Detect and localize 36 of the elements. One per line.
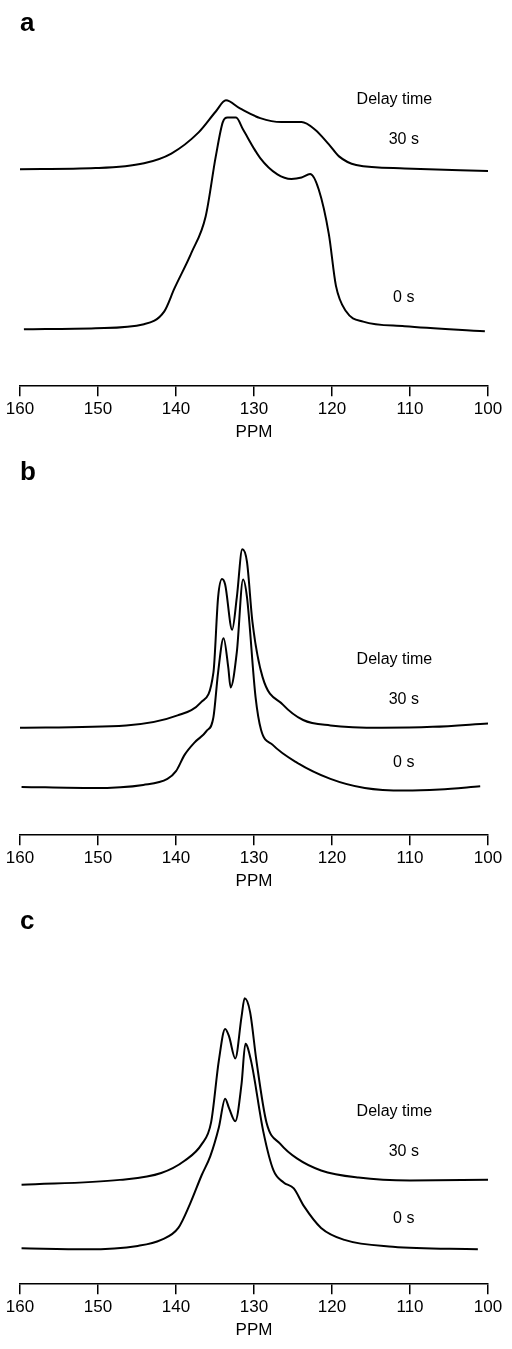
series-label: 30 s — [388, 689, 419, 707]
series-label: 30 s — [388, 1142, 419, 1160]
chart-title: a — [20, 6, 35, 37]
series-label: 0 s — [393, 752, 415, 770]
x-tick-label: 160 — [5, 848, 35, 868]
x-tick-label: 120 — [317, 399, 347, 419]
x-axis-title: PPM — [235, 422, 273, 442]
annotation: Delay time — [356, 90, 433, 108]
x-tick-label: 130 — [239, 1297, 269, 1317]
x-axis-title: PPM — [235, 871, 273, 891]
series-label: 30 s — [388, 130, 419, 148]
x-tick-label: 120 — [317, 1297, 347, 1317]
annotation: Delay time — [356, 1102, 433, 1120]
x-tick-label: 140 — [161, 399, 191, 419]
x-tick-label: 150 — [83, 848, 113, 868]
x-tick-label: 110 — [396, 848, 424, 868]
x-tick-label: 110 — [396, 399, 424, 419]
series-label: 0 s — [393, 288, 415, 306]
chart-title: c — [20, 904, 35, 935]
series-label: 0 s — [393, 1208, 415, 1226]
x-tick-label: 120 — [317, 848, 347, 868]
x-tick-label: 140 — [161, 848, 191, 868]
x-tick-label: 130 — [239, 399, 269, 419]
x-tick-label: 160 — [5, 399, 35, 419]
x-tick-label: 100 — [473, 399, 503, 419]
x-axis-title: PPM — [235, 1320, 273, 1340]
x-tick-label: 110 — [396, 1297, 424, 1317]
x-tick-label: 160 — [5, 1297, 35, 1317]
x-tick-label: 140 — [161, 1297, 191, 1317]
x-tick-label: 150 — [83, 1297, 113, 1317]
x-tick-label: 100 — [473, 1297, 503, 1317]
annotation: Delay time — [356, 649, 433, 667]
chart-title: b — [20, 455, 36, 486]
x-tick-label: 130 — [239, 848, 269, 868]
x-tick-label: 100 — [473, 848, 503, 868]
x-tick-label: 150 — [83, 399, 113, 419]
